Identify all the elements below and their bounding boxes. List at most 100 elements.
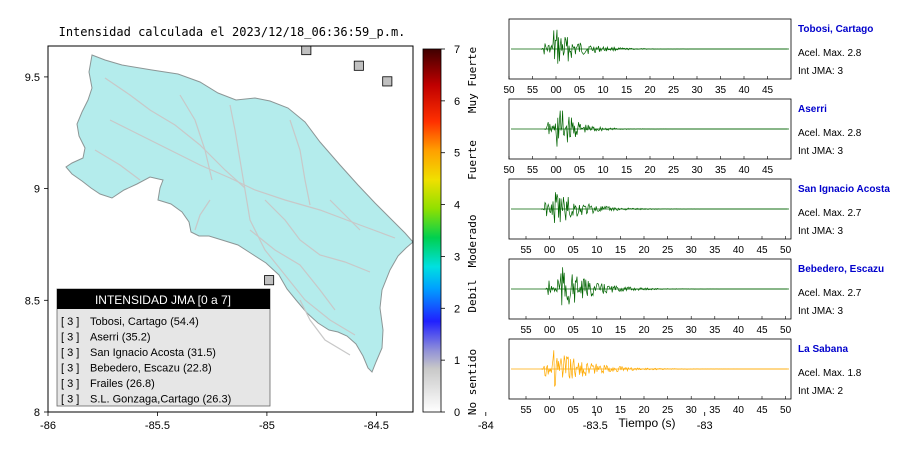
map-x-tick-label: -84	[478, 420, 494, 432]
waveform-tick-label: 25	[668, 85, 680, 96]
waveform-tick-label: 20	[638, 325, 650, 336]
waveform-panel: 50 55 00 05 10 15 20 25 30 35 40 45 Tobosi, Cartago A…	[503, 18, 873, 96]
waveform-tick-label: 35	[715, 85, 727, 96]
colorbar-tick-label: 2	[454, 303, 460, 315]
colorbar-tick-label: 6	[454, 96, 460, 108]
map-x-tick-label: -86	[40, 420, 56, 432]
waveform-tick-label: 15	[615, 325, 627, 336]
legend-item-intensity: [ 3 ]	[61, 332, 79, 344]
road	[104, 77, 246, 189]
map-x-tick-label: -83.5	[583, 420, 608, 432]
legend-item-name: S.L. Gonzaga,Cartago (26.3)	[90, 394, 231, 406]
map-x-tick-label: -84.5	[364, 420, 389, 432]
legend-items: [ 3 ] Tobosi, Cartago (54.4) [ 3 ] Aserri (…	[61, 316, 231, 406]
map-y-tick-label: 9.5	[25, 72, 40, 84]
map-y-tick-label: 9	[34, 184, 40, 196]
waveform-tick-label: 15	[615, 245, 627, 256]
waveform-tick-label: 20	[638, 245, 650, 256]
station-marker	[451, 0, 464, 12]
waveform-tick-label: 55	[520, 325, 532, 336]
road	[109, 119, 396, 239]
colorbar-category-label: Moderado	[466, 215, 479, 268]
road	[329, 199, 361, 231]
road	[289, 119, 311, 206]
waveform-tick-label: 45	[756, 405, 768, 416]
map-title: Intensidad calculada el 2023/12/18_06:36…	[59, 25, 406, 39]
road	[194, 199, 211, 231]
time-axis-label: Tiempo (s)	[619, 416, 676, 430]
waveform-tick-label: 25	[662, 325, 674, 336]
waveform-tick-label: 10	[591, 325, 603, 336]
colorbar-tick-label: 3	[454, 251, 460, 263]
waveform-tick-label: 40	[733, 325, 745, 336]
waveform-tick-label: 10	[597, 165, 609, 176]
waveform-tick-label: 10	[591, 245, 603, 256]
intensity-colorbar: 0 1 2 3 4 5 6 7 No sentido Debil Moderado Fuerte Mu…	[422, 44, 479, 419]
waveform-tick-label: 50	[503, 165, 515, 176]
waveform-tick-label: 30	[691, 85, 703, 96]
waveform-tick-label: 40	[733, 405, 745, 416]
map-x-axis: -86 -85.5 -85 -84.5 -84 -83.5 -83	[40, 412, 713, 432]
colorbar-tick-label: 7	[454, 44, 460, 56]
waveform-tick-label: 35	[715, 165, 727, 176]
station-marker	[301, 46, 312, 56]
road	[94, 149, 141, 181]
colorbar-categories: No sentido Debil Moderado Fuerte Muy Fuerte	[466, 47, 479, 415]
waveform-tick-label: 25	[662, 405, 674, 416]
legend-item-intensity: [ 3 ]	[61, 316, 79, 328]
legend-item-name: Aserri (35.2)	[90, 332, 151, 344]
station-int: Int JMA: 3	[798, 66, 843, 77]
road-network	[94, 77, 396, 356]
waveform-tick-label: 30	[691, 165, 703, 176]
waveform-tick-label: 00	[544, 245, 556, 256]
waveform-tick-label: 25	[668, 165, 680, 176]
waveform-tick-label: 40	[738, 165, 750, 176]
station-marker	[438, 14, 451, 27]
station-int: Int JMA: 3	[798, 146, 843, 157]
map-frame	[47, 45, 414, 413]
legend-header	[57, 289, 270, 309]
waveform-tick-label: 00	[544, 325, 556, 336]
waveform-tick-label: 55	[520, 245, 532, 256]
legend-item-name: Frailes (26.8)	[90, 378, 155, 390]
waveform-trace	[544, 267, 788, 306]
legend-item-name: Tobosi, Cartago (54.4)	[90, 316, 199, 328]
colorbar-tick-label: 5	[454, 148, 460, 160]
colorbar-category-label: No sentido	[466, 349, 479, 415]
waveform-trace	[540, 29, 788, 64]
road	[264, 199, 371, 273]
waveform-panel: 55 00 05 10 15 20 25 30 35 40 45 50 Bebedero, Escazu…	[508, 258, 884, 336]
waveform-tick-label: 50	[780, 325, 792, 336]
map-x-tick-label: -85	[259, 420, 275, 432]
colorbar-gradient	[422, 48, 442, 413]
waveform-tick-label: 50	[503, 85, 515, 96]
waveform-panel: 50 55 00 05 10 15 20 25 30 35 40 45 Aserri Acel. Max.…	[503, 98, 862, 176]
station-marker	[353, 60, 364, 71]
waveform-tick-label: 10	[591, 405, 603, 416]
waveform-tick-label: 20	[644, 85, 656, 96]
road	[179, 94, 213, 181]
station-acel: Acel. Max. 1.8	[798, 368, 862, 379]
station-marker	[264, 275, 275, 286]
map-x-tick-label: -83	[697, 420, 713, 432]
waveform-tick-label: 05	[574, 165, 586, 176]
legend-title: INTENSIDAD JMA [0 a 7]	[95, 293, 231, 307]
station-name: Bebedero, Escazu	[798, 264, 884, 275]
waveform-tick-label: 55	[527, 165, 539, 176]
colorbar-tick-label: 4	[454, 200, 460, 212]
station-acel: Acel. Max. 2.8	[798, 48, 862, 59]
map-y-tick-label: 8.5	[25, 295, 40, 307]
legend-item-name: San Ignacio Acosta (31.5)	[90, 347, 216, 359]
intensity-legend: INTENSIDAD JMA [0 a 7] [ 3 ] Tobosi, Cart…	[56, 288, 271, 407]
waveform-tick-label: 45	[756, 245, 768, 256]
waveform-tick-label: 25	[662, 245, 674, 256]
waveform-tick-label: 30	[686, 325, 698, 336]
waveform-tick-label: 00	[550, 85, 562, 96]
waveform-tick-label: 55	[520, 405, 532, 416]
road	[299, 299, 351, 356]
waveform-trace	[540, 192, 788, 224]
waveform-tick-label: 55	[527, 85, 539, 96]
colorbar-category-label: Debil	[466, 279, 479, 312]
station-name: Aserri	[798, 104, 827, 115]
